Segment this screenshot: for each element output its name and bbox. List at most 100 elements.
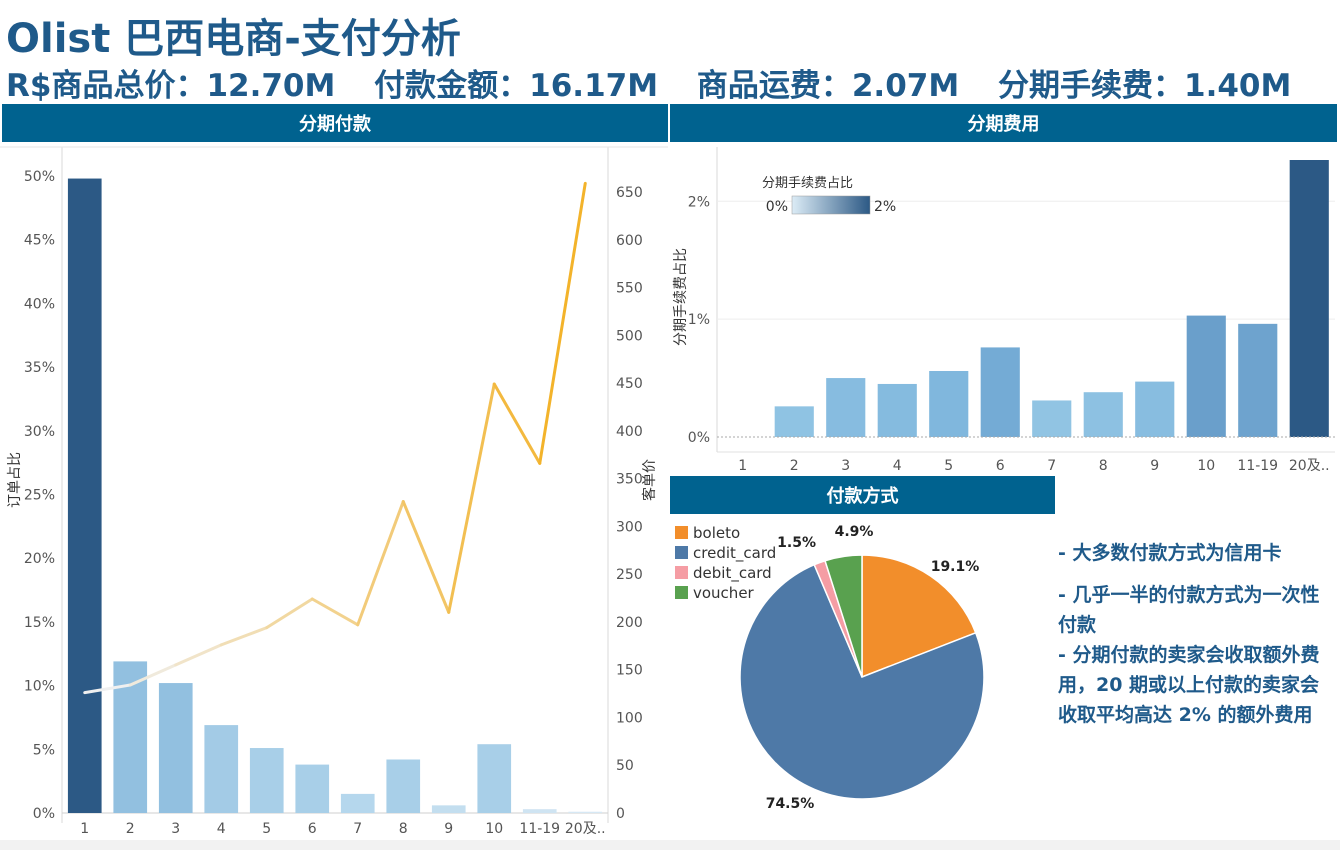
bar bbox=[67, 178, 102, 814]
x-tick-label: 5 bbox=[262, 821, 271, 837]
avg-price-line-segment bbox=[128, 663, 178, 687]
bar bbox=[929, 370, 969, 437]
kpi-payment-amount: 付款金额：16.17M bbox=[374, 68, 659, 104]
bar bbox=[431, 805, 466, 813]
x-tick-label: 4 bbox=[217, 821, 226, 837]
y-tick-label: 20% bbox=[24, 551, 55, 567]
page-title: Olist 巴西电商-支付分析 bbox=[6, 16, 461, 62]
note-one-time: - 几乎一半的付款方式为一次性付款 bbox=[1058, 584, 1320, 636]
avg-price-line-segment bbox=[356, 500, 405, 627]
avg-price-line-segment bbox=[492, 382, 542, 465]
y2-tick-label: 400 bbox=[616, 424, 643, 440]
payment-method-header: 付款方式 bbox=[670, 476, 1055, 514]
y-tick-label: 40% bbox=[24, 296, 55, 312]
y2-tick-label: 550 bbox=[616, 281, 643, 297]
pie-slice bbox=[824, 554, 863, 678]
pie-value-label: 1.5% bbox=[777, 535, 816, 551]
x-tick-label: 8 bbox=[1099, 458, 1108, 474]
installment-fee-chart: 0%1%2%1 2 3 4 5 6 7 8 9 10 11-19 20及..分期手续费占比分期手续费占… bbox=[672, 147, 1335, 474]
y2-tick-label: 100 bbox=[616, 710, 643, 726]
x-tick-label: 10 bbox=[485, 821, 503, 837]
x-tick-label: 20及.. bbox=[565, 821, 606, 837]
x-tick-label: 1 bbox=[738, 458, 747, 474]
pie-slice bbox=[739, 563, 985, 800]
bar bbox=[774, 406, 814, 437]
installments-chart: 0%5%10%15%20%25%30%35%40%45%50%050100150… bbox=[0, 146, 668, 837]
y2-tick-label: 50 bbox=[616, 758, 634, 774]
x-tick-label: 9 bbox=[444, 821, 453, 837]
bar bbox=[204, 725, 239, 813]
bar bbox=[1032, 400, 1072, 437]
bottom-bar bbox=[0, 840, 1340, 850]
x-tick-label: 8 bbox=[399, 821, 408, 837]
pie-value-label: 74.5% bbox=[766, 796, 815, 812]
y-tick-label: 1% bbox=[688, 312, 710, 328]
y-tick-label: 5% bbox=[33, 742, 55, 758]
y2-tick-label: 350 bbox=[616, 472, 643, 488]
bar bbox=[1186, 315, 1226, 437]
y2-tick-label: 150 bbox=[616, 663, 643, 679]
legend-label: credit_card bbox=[693, 544, 776, 563]
y-tick-label: 35% bbox=[24, 360, 55, 376]
x-tick-label: 6 bbox=[996, 458, 1005, 474]
note-extra-fee: - 分期付款的卖家会收取额外费用，20 期或以上付款的卖家会收取平均高达 2% … bbox=[1058, 644, 1320, 726]
kpi-installment-fee: 分期手续费：1.40M bbox=[998, 68, 1292, 104]
x-tick-label: 6 bbox=[308, 821, 317, 837]
y2-axis-title: 客单价 bbox=[641, 459, 658, 501]
legend-label: boleto bbox=[693, 524, 740, 542]
bar bbox=[568, 811, 603, 813]
bar bbox=[386, 759, 421, 813]
y2-tick-label: 0 bbox=[616, 806, 625, 822]
legend-title: 分期手续费占比 bbox=[762, 176, 853, 191]
y2-tick-label: 200 bbox=[616, 615, 643, 631]
legend-label: voucher bbox=[693, 584, 755, 602]
bar bbox=[1083, 392, 1123, 437]
avg-price-line-segment bbox=[265, 597, 314, 630]
bar bbox=[826, 378, 866, 437]
avg-price-line-segment bbox=[83, 683, 132, 695]
avg-price-line-segment bbox=[219, 626, 269, 647]
bar bbox=[295, 764, 330, 813]
y-tick-label: 0% bbox=[33, 806, 55, 822]
x-tick-label: 10 bbox=[1197, 458, 1215, 474]
bar bbox=[877, 383, 917, 437]
bar bbox=[1238, 323, 1278, 437]
x-tick-label: 3 bbox=[171, 821, 180, 837]
y-tick-label: 45% bbox=[24, 233, 55, 249]
legend-swatch bbox=[675, 526, 688, 539]
y2-tick-label: 600 bbox=[616, 233, 643, 249]
y-axis-title: 分期手续费占比 bbox=[672, 248, 689, 346]
installments-header: 分期付款 bbox=[2, 104, 668, 142]
avg-price-line-segment bbox=[401, 500, 451, 614]
notes-panel: - 大多数付款方式为信用卡 - 几乎一半的付款方式为一次性付款 - 分期付款的卖… bbox=[1058, 538, 1336, 730]
pie-value-label: 19.1% bbox=[931, 559, 980, 575]
y2-tick-label: 450 bbox=[616, 376, 643, 392]
pie-value-label: 4.9% bbox=[835, 524, 874, 540]
x-tick-label: 1 bbox=[80, 821, 89, 837]
bar bbox=[249, 748, 284, 813]
legend-min: 0% bbox=[766, 199, 788, 215]
y-tick-label: 10% bbox=[24, 679, 55, 695]
bar bbox=[1289, 160, 1329, 437]
x-tick-label: 5 bbox=[944, 458, 953, 474]
x-tick-label: 11-19 bbox=[519, 821, 560, 837]
x-tick-label: 20及.. bbox=[1289, 458, 1330, 474]
y-tick-label: 2% bbox=[688, 194, 710, 210]
y2-tick-label: 500 bbox=[616, 328, 643, 344]
y-tick-label: 25% bbox=[24, 488, 55, 504]
legend-swatch bbox=[675, 546, 688, 559]
bar bbox=[980, 347, 1020, 437]
legend-max: 2% bbox=[874, 199, 896, 215]
y2-tick-label: 300 bbox=[616, 519, 643, 535]
x-tick-label: 2 bbox=[790, 458, 799, 474]
legend-label: debit_card bbox=[693, 564, 772, 583]
avg-price-line-segment bbox=[174, 643, 223, 667]
kpi-goods-total: R$商品总价：12.70M bbox=[6, 68, 336, 104]
y2-tick-label: 650 bbox=[616, 185, 643, 201]
kpi-row: R$商品总价：12.70M 付款金额：16.17M 商品运费：2.07M 分期手… bbox=[6, 60, 1319, 105]
note-credit-card: - 大多数付款方式为信用卡 bbox=[1058, 542, 1282, 564]
y-axis-title: 订单占比 bbox=[7, 452, 23, 508]
x-tick-label: 7 bbox=[353, 821, 362, 837]
bar bbox=[522, 809, 557, 813]
